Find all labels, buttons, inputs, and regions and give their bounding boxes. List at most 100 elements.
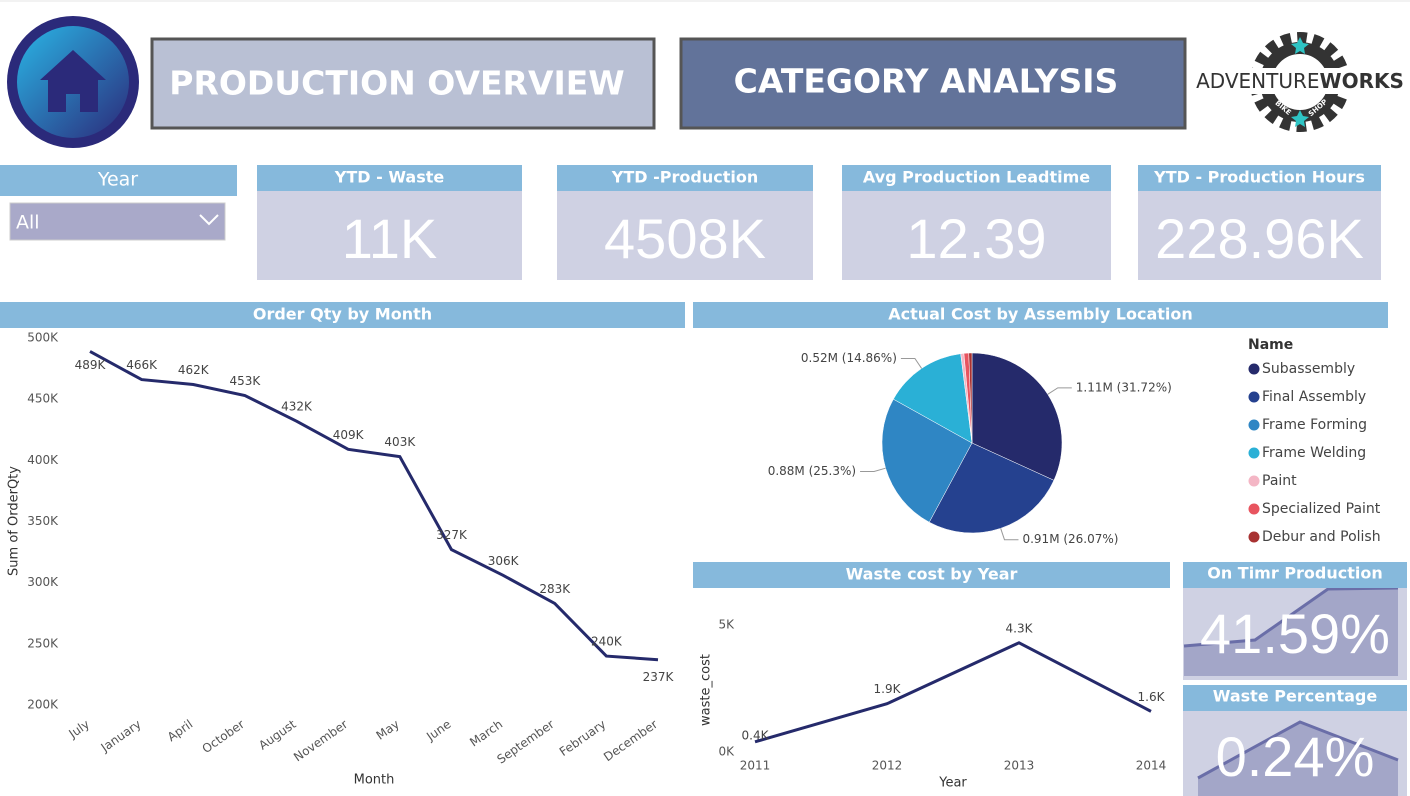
slicer-dropdown[interactable] bbox=[9, 202, 226, 241]
mini-title: Waste Percentage bbox=[1213, 687, 1378, 706]
y-tick-label: 5K bbox=[718, 618, 735, 632]
x-tick-label: 2012 bbox=[872, 759, 903, 773]
mini-title: On Timr Production bbox=[1207, 564, 1383, 583]
sparkline bbox=[1197, 720, 1399, 780]
logo-star bbox=[1291, 110, 1309, 127]
y-tick-label: 400K bbox=[27, 453, 59, 467]
data-label: 403K bbox=[384, 435, 416, 449]
data-label: 489K bbox=[75, 358, 107, 372]
kpi-header bbox=[842, 165, 1111, 191]
leader-line bbox=[1000, 528, 1019, 541]
mini-value: 41.59% bbox=[1200, 602, 1390, 665]
x-tick-label: August bbox=[256, 717, 299, 753]
leader-line bbox=[860, 467, 886, 473]
y-axis-title: waste_cost bbox=[699, 654, 714, 726]
data-line bbox=[89, 350, 659, 662]
legend-label: Specialized Paint bbox=[1262, 501, 1381, 517]
mini-header bbox=[1183, 685, 1407, 711]
data-label: 409K bbox=[333, 428, 365, 442]
kpi-value: 11K bbox=[342, 207, 437, 270]
pie-slice bbox=[893, 353, 973, 444]
button-label: CATEGORY ANALYSIS bbox=[734, 62, 1119, 101]
legend-swatch bbox=[1248, 419, 1260, 431]
kpi-title: Avg Production Leadtime bbox=[863, 168, 1090, 187]
logo-band bbox=[1208, 68, 1392, 94]
pie-slice bbox=[928, 442, 1055, 534]
pie-label: 0.88M (25.3%) bbox=[768, 464, 856, 478]
sparkline bbox=[1183, 586, 1399, 648]
y-tick-label: 0K bbox=[718, 745, 735, 759]
logo-star bbox=[1291, 37, 1309, 54]
leader-line bbox=[1047, 387, 1072, 395]
legend-swatch bbox=[1248, 531, 1260, 543]
home-button[interactable] bbox=[7, 16, 139, 148]
legend-title: Name bbox=[1248, 337, 1293, 353]
x-tick-label: March bbox=[467, 717, 505, 749]
kpi-value: 4508K bbox=[604, 207, 766, 270]
x-tick-label: September bbox=[494, 717, 556, 767]
pie-slice bbox=[968, 352, 973, 444]
button-box bbox=[679, 37, 1187, 130]
data-label: 237K bbox=[643, 670, 675, 684]
y-tick-label: 350K bbox=[27, 514, 59, 528]
mini-header bbox=[1183, 562, 1407, 588]
button-label: PRODUCTION OVERVIEW bbox=[169, 64, 624, 103]
nav-button[interactable]: PRODUCTION OVERVIEW bbox=[150, 37, 656, 130]
home-icon bbox=[40, 50, 106, 112]
mini-value: 0.24% bbox=[1216, 725, 1375, 788]
pie-label: 0.52M (14.86%) bbox=[801, 351, 897, 365]
chart-title-bar bbox=[693, 562, 1170, 588]
kpi-header bbox=[257, 165, 522, 191]
sparkline-area bbox=[1184, 588, 1398, 676]
x-tick-label: October bbox=[200, 717, 247, 756]
data-label: 327K bbox=[436, 528, 468, 542]
pie-slice bbox=[881, 398, 973, 523]
slicer-label: Year bbox=[97, 169, 138, 191]
data-label: 306K bbox=[488, 554, 520, 568]
mini-kpi-group: On Timr Production 41.59% Waste Percentage… bbox=[1183, 562, 1407, 796]
year-slicer[interactable]: Year All bbox=[0, 165, 237, 241]
y-tick-label: 200K bbox=[27, 698, 59, 712]
nav-button[interactable]: CATEGORY ANALYSIS bbox=[679, 37, 1187, 130]
data-label: 466K bbox=[126, 358, 158, 372]
data-label: 1.9K bbox=[874, 682, 902, 696]
leader-line bbox=[900, 357, 923, 369]
legend-swatch bbox=[1248, 391, 1260, 403]
y-tick-label: 250K bbox=[27, 636, 59, 650]
legend-label: Subassembly bbox=[1262, 361, 1355, 377]
x-tick-label: December bbox=[601, 717, 660, 764]
legend-swatch bbox=[1248, 363, 1260, 375]
x-axis-title: Year bbox=[938, 776, 967, 791]
x-tick-label: July bbox=[66, 717, 93, 741]
legend-label: Paint bbox=[1262, 473, 1297, 489]
data-label: 462K bbox=[178, 363, 210, 377]
kpi-header bbox=[1138, 165, 1381, 191]
chart-title: Order Qty by Month bbox=[253, 305, 432, 324]
pie-slice bbox=[971, 352, 1063, 481]
legend-label: Frame Forming bbox=[1262, 417, 1367, 433]
logo-text: ADVENTUREWORKS bbox=[1196, 69, 1404, 93]
pie-label: 0.91M (26.07%) bbox=[1022, 532, 1118, 546]
x-tick-label: 2014 bbox=[1136, 759, 1167, 773]
chart-title-bar bbox=[0, 302, 685, 328]
kpi-group: YTD - Waste 11K YTD -Production 4508K Avg Pr… bbox=[257, 165, 1381, 280]
slicer-value: All bbox=[16, 212, 40, 234]
x-axis-title: Month bbox=[354, 773, 395, 788]
pie-label: 1.11M (31.72%) bbox=[1076, 380, 1172, 394]
x-tick-label: June bbox=[423, 717, 453, 744]
data-label: 1.6K bbox=[1138, 690, 1166, 704]
chart-title: Waste cost by Year bbox=[846, 565, 1018, 584]
logo: ADVENTUREWORKS BIKE SHOP bbox=[1196, 32, 1404, 132]
chart-group: Order Qty by Month 200K 250K 300K 350K 400K 45… bbox=[0, 302, 1388, 791]
button-box bbox=[150, 37, 656, 130]
data-label: 453K bbox=[230, 374, 262, 388]
x-tick-label: 2011 bbox=[740, 759, 771, 773]
legend-label: Frame Welding bbox=[1262, 445, 1366, 461]
kpi-title: YTD -Production bbox=[611, 168, 758, 187]
sparkline-area bbox=[1198, 722, 1398, 796]
legend-swatch bbox=[1248, 447, 1260, 459]
kpi-header bbox=[557, 165, 813, 191]
x-tick-label: April bbox=[165, 717, 196, 744]
y-tick-label: 300K bbox=[27, 575, 59, 589]
